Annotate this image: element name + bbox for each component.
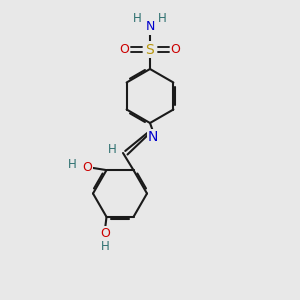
Text: H: H	[100, 240, 109, 254]
Text: H: H	[158, 12, 167, 25]
Text: N: N	[145, 20, 155, 34]
Text: O: O	[120, 43, 129, 56]
Text: N: N	[148, 130, 158, 144]
Text: H: H	[68, 158, 77, 171]
Text: O: O	[171, 43, 180, 56]
Text: S: S	[146, 43, 154, 56]
Text: O: O	[100, 227, 110, 241]
Text: H: H	[108, 143, 117, 156]
Text: O: O	[82, 161, 92, 174]
Text: H: H	[133, 12, 142, 25]
